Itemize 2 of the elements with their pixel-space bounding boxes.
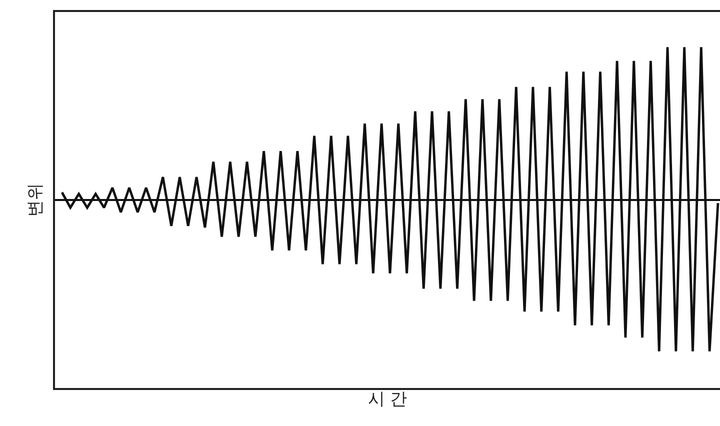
x-axis-title: 시 간	[368, 390, 408, 410]
y-axis-title: 변위	[25, 183, 46, 217]
